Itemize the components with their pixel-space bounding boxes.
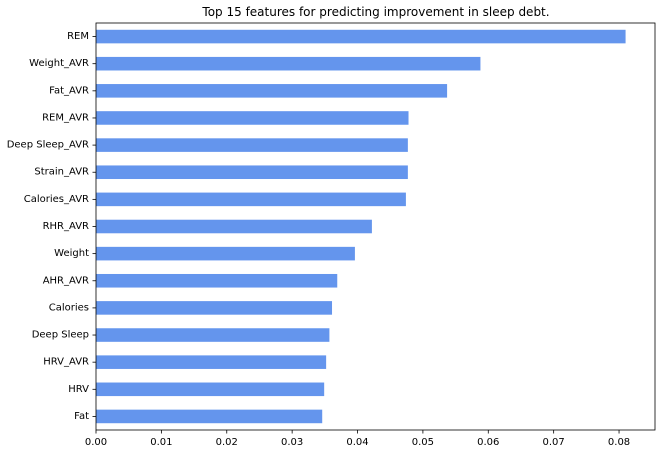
bar-fat: [96, 409, 323, 424]
x-tick-label: 0.02: [216, 437, 238, 448]
bar-rem: [96, 29, 626, 44]
plot-frame: [95, 22, 656, 431]
y-tick-label: REM: [67, 31, 89, 42]
chart-title: Top 15 features for predicting improveme…: [201, 5, 549, 19]
y-tick-label: Fat_AVR: [49, 85, 89, 96]
y-tick-label: Deep Sleep_AVR: [7, 140, 89, 151]
bar-calories-avr: [96, 192, 406, 207]
bar-fat-avr: [96, 84, 448, 98]
y-axis-ticks: REM Weight_AVR Fat_AVR REM_AVR Deep Sleep_AV…: [7, 31, 96, 422]
y-tick-label: Weight: [54, 248, 89, 259]
bar-calories: [96, 301, 333, 315]
x-tick-label: 0.00: [85, 437, 107, 448]
bars-group: [96, 29, 626, 424]
bar-rem-avr: [96, 111, 409, 125]
x-tick-label: 0.04: [346, 437, 368, 448]
bar-deep-sleep-avr: [96, 138, 408, 152]
y-tick-label: AHR_AVR: [43, 275, 89, 286]
x-tick-label: 0.07: [543, 437, 565, 448]
bar-weight-avr: [96, 56, 481, 71]
y-tick-label: Deep Sleep: [32, 330, 89, 341]
x-tick-label: 0.03: [281, 437, 303, 448]
bar-hrv-avr: [96, 355, 327, 369]
x-tick-label: 0.05: [412, 437, 434, 448]
bar-deep-sleep: [96, 328, 330, 342]
bar-rhr-avr: [96, 219, 372, 234]
x-axis-ticks: 0.00 0.01 0.02 0.03 0.04 0.05 0.06 0.07 0.08: [85, 430, 630, 448]
bar-strain-avr: [96, 165, 408, 180]
bar-hrv: [96, 382, 325, 397]
y-tick-label: HRV_AVR: [43, 357, 89, 368]
x-tick-label: 0.08: [608, 437, 630, 448]
y-tick-label: HRV: [68, 384, 89, 395]
x-tick-label: 0.06: [477, 437, 499, 448]
y-tick-label: RHR_AVR: [43, 221, 89, 232]
bar-ahr-avr: [96, 273, 338, 288]
x-tick-label: 0.01: [150, 437, 172, 448]
y-tick-label: Strain_AVR: [34, 167, 89, 178]
bar-weight: [96, 246, 355, 261]
y-tick-label: Calories: [49, 302, 89, 313]
y-tick-label: Fat: [74, 411, 89, 422]
y-tick-label: Weight_AVR: [29, 58, 89, 69]
y-tick-label: Calories_AVR: [24, 194, 89, 205]
y-tick-label: REM_AVR: [42, 112, 89, 123]
